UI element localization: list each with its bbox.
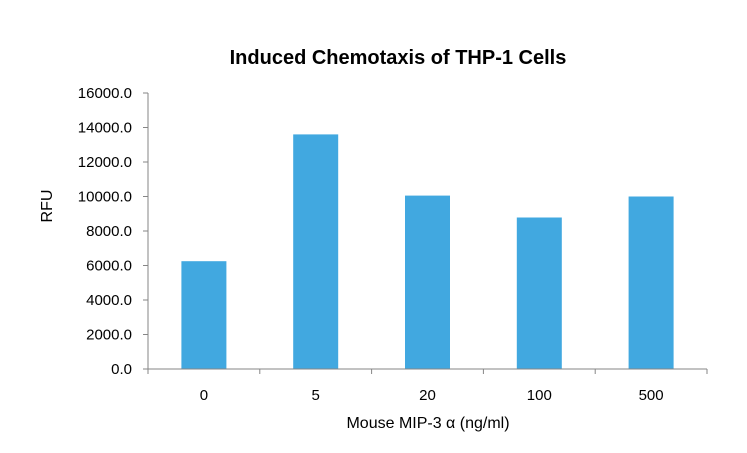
bar-100 [516, 217, 562, 369]
y-tick-label: 4000.0 [86, 292, 132, 309]
x-tick-label: 5 [312, 387, 320, 404]
chart-title: Induced Chemotaxis of THP-1 Cells [230, 47, 567, 69]
x-tick-label: 100 [527, 387, 552, 404]
bar-5 [293, 134, 339, 369]
y-tick-label: 16000.0 [78, 85, 132, 102]
bar-20 [405, 195, 450, 369]
y-axis-label: RFU [39, 190, 56, 223]
bar-0 [181, 261, 227, 369]
x-axis-label: Mouse MIP-3 α (ng/ml) [346, 415, 509, 432]
bars-group [181, 134, 674, 369]
x-tick-label: 0 [200, 387, 208, 404]
y-tick-label: 12000.0 [78, 154, 132, 171]
x-tick-label: 20 [419, 387, 436, 404]
y-tick-label: 14000.0 [78, 120, 132, 137]
x-ticks-group: 0 5 20 100 500 [147, 369, 708, 404]
bar-500 [628, 196, 674, 369]
y-tick-label: 8000.0 [86, 223, 132, 240]
y-tick-label: 6000.0 [86, 258, 132, 275]
y-tick-label: 2000.0 [86, 327, 132, 344]
y-tick-label: 10000.0 [78, 189, 132, 206]
y-tick-label: 0.0 [111, 361, 132, 378]
y-ticks-group: 0.0 2000.0 4000.0 6000.0 8000.0 10000.0 12000.… [78, 85, 148, 378]
x-tick-label: 500 [639, 387, 664, 404]
